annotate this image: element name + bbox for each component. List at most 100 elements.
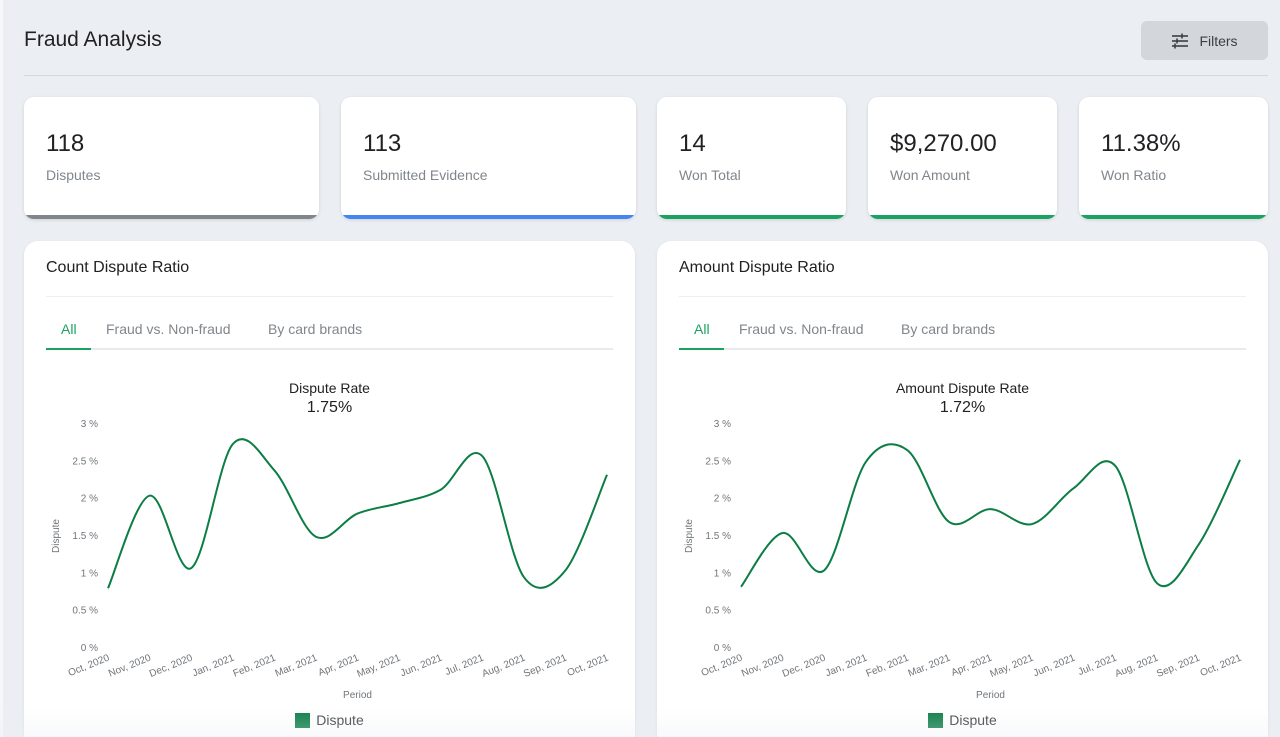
x-axis-label: Period (343, 690, 372, 701)
legend-label: Dispute (949, 712, 997, 728)
chart-value: 1.72% (939, 399, 986, 416)
filters-button[interactable]: Filters (1141, 21, 1268, 60)
y-tick-label: 3 % (81, 419, 98, 430)
kpi-accent-bar (341, 215, 636, 219)
filters-label: Filters (1199, 32, 1238, 49)
card-title: Amount Dispute Ratio (679, 259, 835, 276)
x-tick-label: May, 2021 (988, 652, 1035, 680)
tab-fraud-vs-non-fraud[interactable]: Fraud vs. Non-fraud (739, 321, 864, 337)
kpi-card-won-amount[interactable]: $9,270.00 Won Amount (868, 97, 1057, 219)
kpi-label: Won Total (679, 167, 741, 183)
amount-dispute-ratio-card: Amount Dispute Ratio All Fraud vs. Non-f… (657, 241, 1268, 737)
x-tick-label: Dec, 2020 (781, 652, 828, 679)
kpi-accent-bar (1079, 215, 1268, 219)
x-tick-label: Jun, 2021 (1032, 652, 1077, 679)
divider (679, 296, 1246, 297)
x-tick-label: Aug, 2021 (481, 652, 528, 679)
x-tick-label: Jan, 2021 (191, 652, 236, 679)
x-tick-label: Apr, 2021 (317, 652, 361, 678)
tab-bar: All Fraud vs. Non-fraud By card brands (46, 313, 613, 350)
y-axis-label: Dispute (684, 519, 695, 553)
legend-swatch (928, 712, 944, 728)
kpi-accent-bar (868, 215, 1057, 219)
x-tick-label: Jun, 2021 (399, 652, 444, 679)
kpi-accent-bar (657, 215, 846, 219)
kpi-value: $9,270.00 (890, 130, 997, 157)
tab-fraud-vs-non-fraud[interactable]: Fraud vs. Non-fraud (106, 321, 231, 337)
y-axis-label: Dispute (51, 519, 62, 553)
kpi-accent-bar (24, 215, 319, 219)
x-tick-label: May, 2021 (355, 652, 402, 680)
x-tick-label: Oct, 2021 (1199, 652, 1244, 679)
x-tick-label: Mar, 2021 (907, 652, 953, 679)
chart-title: Dispute Rate (289, 380, 370, 396)
kpi-label: Won Amount (890, 167, 970, 183)
y-tick-label: 0.5 % (705, 606, 731, 617)
x-tick-label: Apr, 2021 (950, 652, 994, 678)
x-tick-label: Jul, 2021 (1077, 652, 1119, 678)
tab-all[interactable]: All (61, 321, 77, 337)
y-tick-label: 0 % (714, 643, 731, 654)
chart-title: Amount Dispute Rate (895, 380, 1030, 396)
y-tick-label: 2.5 % (72, 456, 98, 467)
y-tick-label: 1.5 % (705, 531, 731, 542)
y-tick-label: 2 % (81, 494, 98, 505)
y-tick-label: 1 % (81, 568, 98, 579)
series-line-dispute[interactable] (107, 438, 608, 589)
x-tick-label: Feb, 2021 (232, 652, 278, 679)
active-tab-indicator (46, 348, 91, 350)
kpi-value: 118 (46, 130, 85, 157)
kpi-label: Won Ratio (1101, 167, 1167, 183)
x-tick-label: Jan, 2021 (824, 652, 869, 679)
tab-all[interactable]: All (694, 321, 710, 337)
legend-label: Dispute (316, 712, 364, 728)
y-tick-label: 2.5 % (705, 456, 731, 467)
x-tick-label: Mar, 2021 (274, 652, 320, 679)
y-tick-label: 0.5 % (72, 606, 98, 617)
x-tick-label: Nov, 2020 (740, 652, 786, 679)
y-tick-label: 3 % (714, 419, 731, 430)
x-tick-label: Oct, 2021 (566, 652, 611, 679)
amount-dispute-rate-chart: 0 % 0.5 % 1 % 1.5 % 2 % 2.5 % 3 % Dispute Oct, 2… (684, 419, 1244, 701)
x-tick-label: Sep, 2021 (522, 652, 569, 679)
kpi-card-submitted-evidence[interactable]: 113 Submitted Evidence (341, 97, 636, 219)
x-tick-label: Feb, 2021 (865, 652, 911, 679)
card-title: Count Dispute Ratio (46, 259, 190, 276)
kpi-label: Submitted Evidence (363, 167, 488, 183)
y-tick-label: 0 % (81, 643, 98, 654)
kpi-card-won-ratio[interactable]: 11.38% Won Ratio (1079, 97, 1268, 219)
chart-value: 1.75% (306, 399, 353, 416)
x-axis-label: Period (976, 690, 1005, 701)
kpi-label: Disputes (46, 167, 101, 183)
x-tick-label: Dec, 2020 (148, 652, 195, 679)
kpi-value: 14 (679, 130, 706, 157)
x-tick-label: Nov, 2020 (107, 652, 153, 679)
kpi-card-disputes[interactable]: 118 Disputes (24, 97, 319, 219)
chart-legend[interactable]: Dispute (24, 712, 635, 728)
series-line-dispute[interactable] (740, 443, 1241, 588)
y-tick-label: 2 % (714, 494, 731, 505)
divider (46, 296, 613, 297)
y-tick-label: 1 % (714, 568, 731, 579)
tab-by-card-brands[interactable]: By card brands (901, 321, 996, 337)
tab-bar: All Fraud vs. Non-fraud By card brands (679, 313, 1246, 350)
kpi-value: 113 (363, 130, 402, 157)
chart-legend[interactable]: Dispute (657, 712, 1268, 728)
active-tab-indicator (679, 348, 724, 350)
y-tick-label: 1.5 % (72, 531, 98, 542)
x-tick-label: Oct, 2020 (67, 652, 112, 679)
page-header: Fraud Analysis Filters (24, 20, 1268, 76)
x-tick-label: Jul, 2021 (444, 652, 486, 678)
dispute-rate-chart: 0 % 0.5 % 1 % 1.5 % 2 % 2.5 % 3 % Dispute Oct, 2… (51, 419, 611, 701)
count-dispute-ratio-card: Count Dispute Ratio All Fraud vs. Non-fr… (24, 241, 635, 737)
page-title: Fraud Analysis (24, 28, 162, 51)
page-edge (0, 0, 3, 737)
kpi-card-won-total[interactable]: 14 Won Total (657, 97, 846, 219)
kpi-value: 11.38% (1101, 130, 1181, 157)
x-tick-label: Aug, 2021 (1114, 652, 1161, 679)
x-tick-label: Oct, 2020 (700, 652, 745, 679)
x-tick-label: Sep, 2021 (1155, 652, 1202, 679)
legend-swatch (295, 712, 311, 728)
tune-sliders-icon (1172, 33, 1189, 48)
tab-by-card-brands[interactable]: By card brands (268, 321, 363, 337)
